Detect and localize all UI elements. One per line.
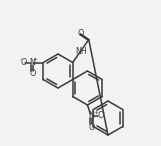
Text: O: O xyxy=(29,69,35,78)
Text: O: O xyxy=(97,112,104,120)
Text: -: - xyxy=(19,57,21,62)
Text: N: N xyxy=(29,58,35,67)
Text: N: N xyxy=(89,112,94,120)
Text: O: O xyxy=(20,58,26,67)
Text: -: - xyxy=(102,111,104,115)
Text: +: + xyxy=(93,111,98,115)
Text: O: O xyxy=(88,122,95,132)
Text: +: + xyxy=(33,57,38,62)
Text: O: O xyxy=(77,29,84,38)
Text: NH: NH xyxy=(75,47,87,55)
